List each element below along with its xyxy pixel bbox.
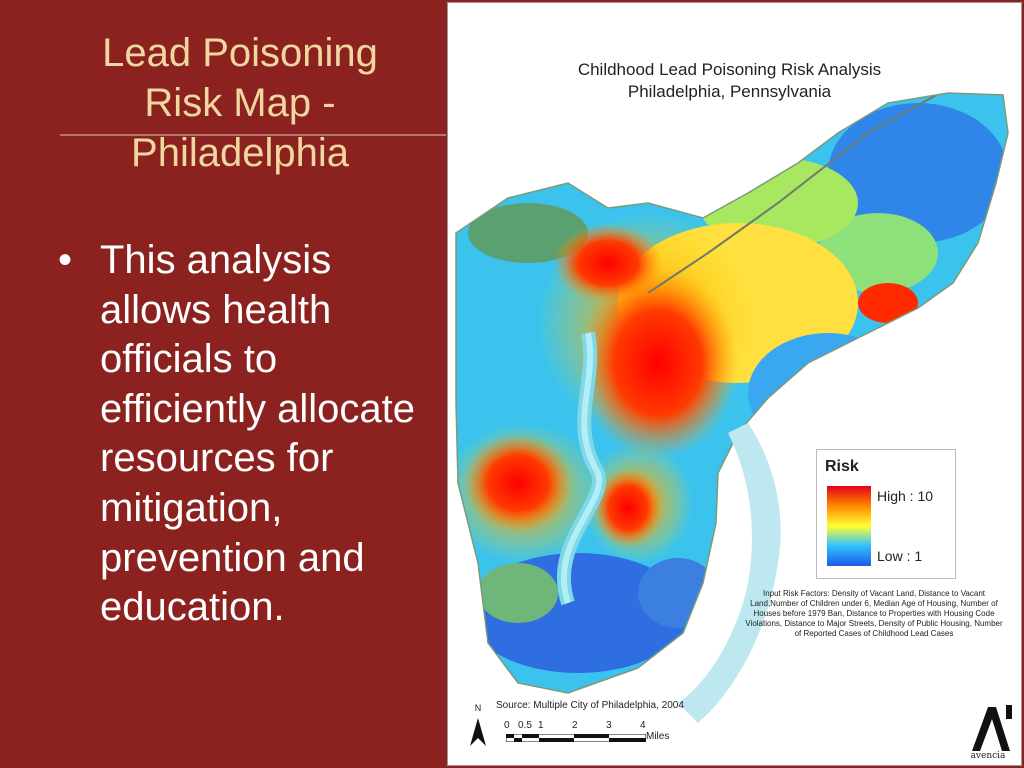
- scale-tick: 0: [504, 720, 510, 731]
- bullet-marker: •: [58, 238, 73, 282]
- risk-map-image: [455, 92, 1009, 723]
- scale-tick: 1: [538, 720, 544, 731]
- legend-color-ramp: [827, 486, 871, 566]
- scale-bar-labels: 0 0.5 1 2 3 4: [498, 720, 658, 734]
- north-label: N: [474, 703, 482, 713]
- title-divider: [60, 134, 446, 136]
- scale-unit: Miles: [646, 731, 670, 742]
- map-title-line1: Childhood Lead Poisoning Risk Analysis: [577, 60, 882, 79]
- bullet-text: This analysis allows health officials to…: [100, 238, 415, 630]
- scale-tick: 0.5: [518, 720, 532, 731]
- avencia-logo-text: avencia: [970, 751, 1006, 761]
- risk-legend: Risk High : 10 Low : 1: [816, 449, 956, 579]
- input-risk-factors: Input Risk Factors: Density of Vacant La…: [745, 589, 1003, 638]
- scale-tick: 2: [572, 720, 578, 731]
- scale-tick: 3: [606, 720, 612, 731]
- map-title-line2: Philadelphia, Pennsylvania: [627, 82, 832, 102]
- scale-bar: [506, 734, 646, 742]
- scale-tick: 4: [640, 720, 646, 731]
- avencia-logo-icon: [972, 705, 1012, 751]
- left-panel: Lead Poisoning Risk Map - Philadelphia •…: [0, 0, 446, 768]
- north-arrow-icon: [470, 718, 486, 746]
- map-source: Source: Multiple City of Philadelphia, 2…: [496, 700, 684, 711]
- map-title: Childhood Lead Poisoning Risk Analysis P…: [448, 59, 1021, 103]
- slide-title: Lead Poisoning Risk Map - Philadelphia: [102, 31, 378, 175]
- legend-title: Risk: [825, 458, 859, 475]
- legend-high-label: High : 10: [877, 488, 934, 504]
- legend-low-label: Low : 1: [877, 548, 923, 564]
- map-figure: Childhood Lead Poisoning Risk Analysis P…: [447, 2, 1022, 766]
